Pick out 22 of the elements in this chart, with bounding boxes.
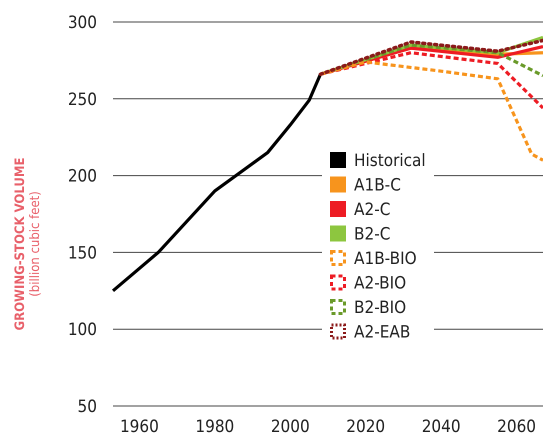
y-tick-label: 50 [78,396,97,417]
x-tick-label: 2040 [422,417,461,437]
x-tick-label: 1980 [195,417,234,437]
y-axis-title: GROWING-STOCK VOLUME (billion cubic feet) [13,158,43,330]
legend-label: B2-BIO [354,298,406,318]
line-series [111,72,322,292]
y-tick-label: 100 [68,320,97,340]
legend-label: B2-C [354,224,390,244]
legend-label: A1B-C [354,175,401,196]
x-tick-label: 2020 [346,417,386,437]
legend-label: A2-EAB [354,322,410,342]
y-tick-label: 150 [68,243,97,264]
x-tick-label: 2000 [270,417,310,437]
legend-label: A2-BIO [354,273,406,294]
legend-label: Historical [354,150,426,171]
y-tick-label: 250 [68,90,97,110]
legend-label: A2-C [354,200,390,220]
legend-label: A1B-BIO [354,248,417,269]
y-tick-label: 200 [68,166,97,187]
y-tick-label: 300 [68,12,97,33]
x-tick-label: 2060 [497,417,536,437]
x-tick-label: 1960 [120,417,159,437]
